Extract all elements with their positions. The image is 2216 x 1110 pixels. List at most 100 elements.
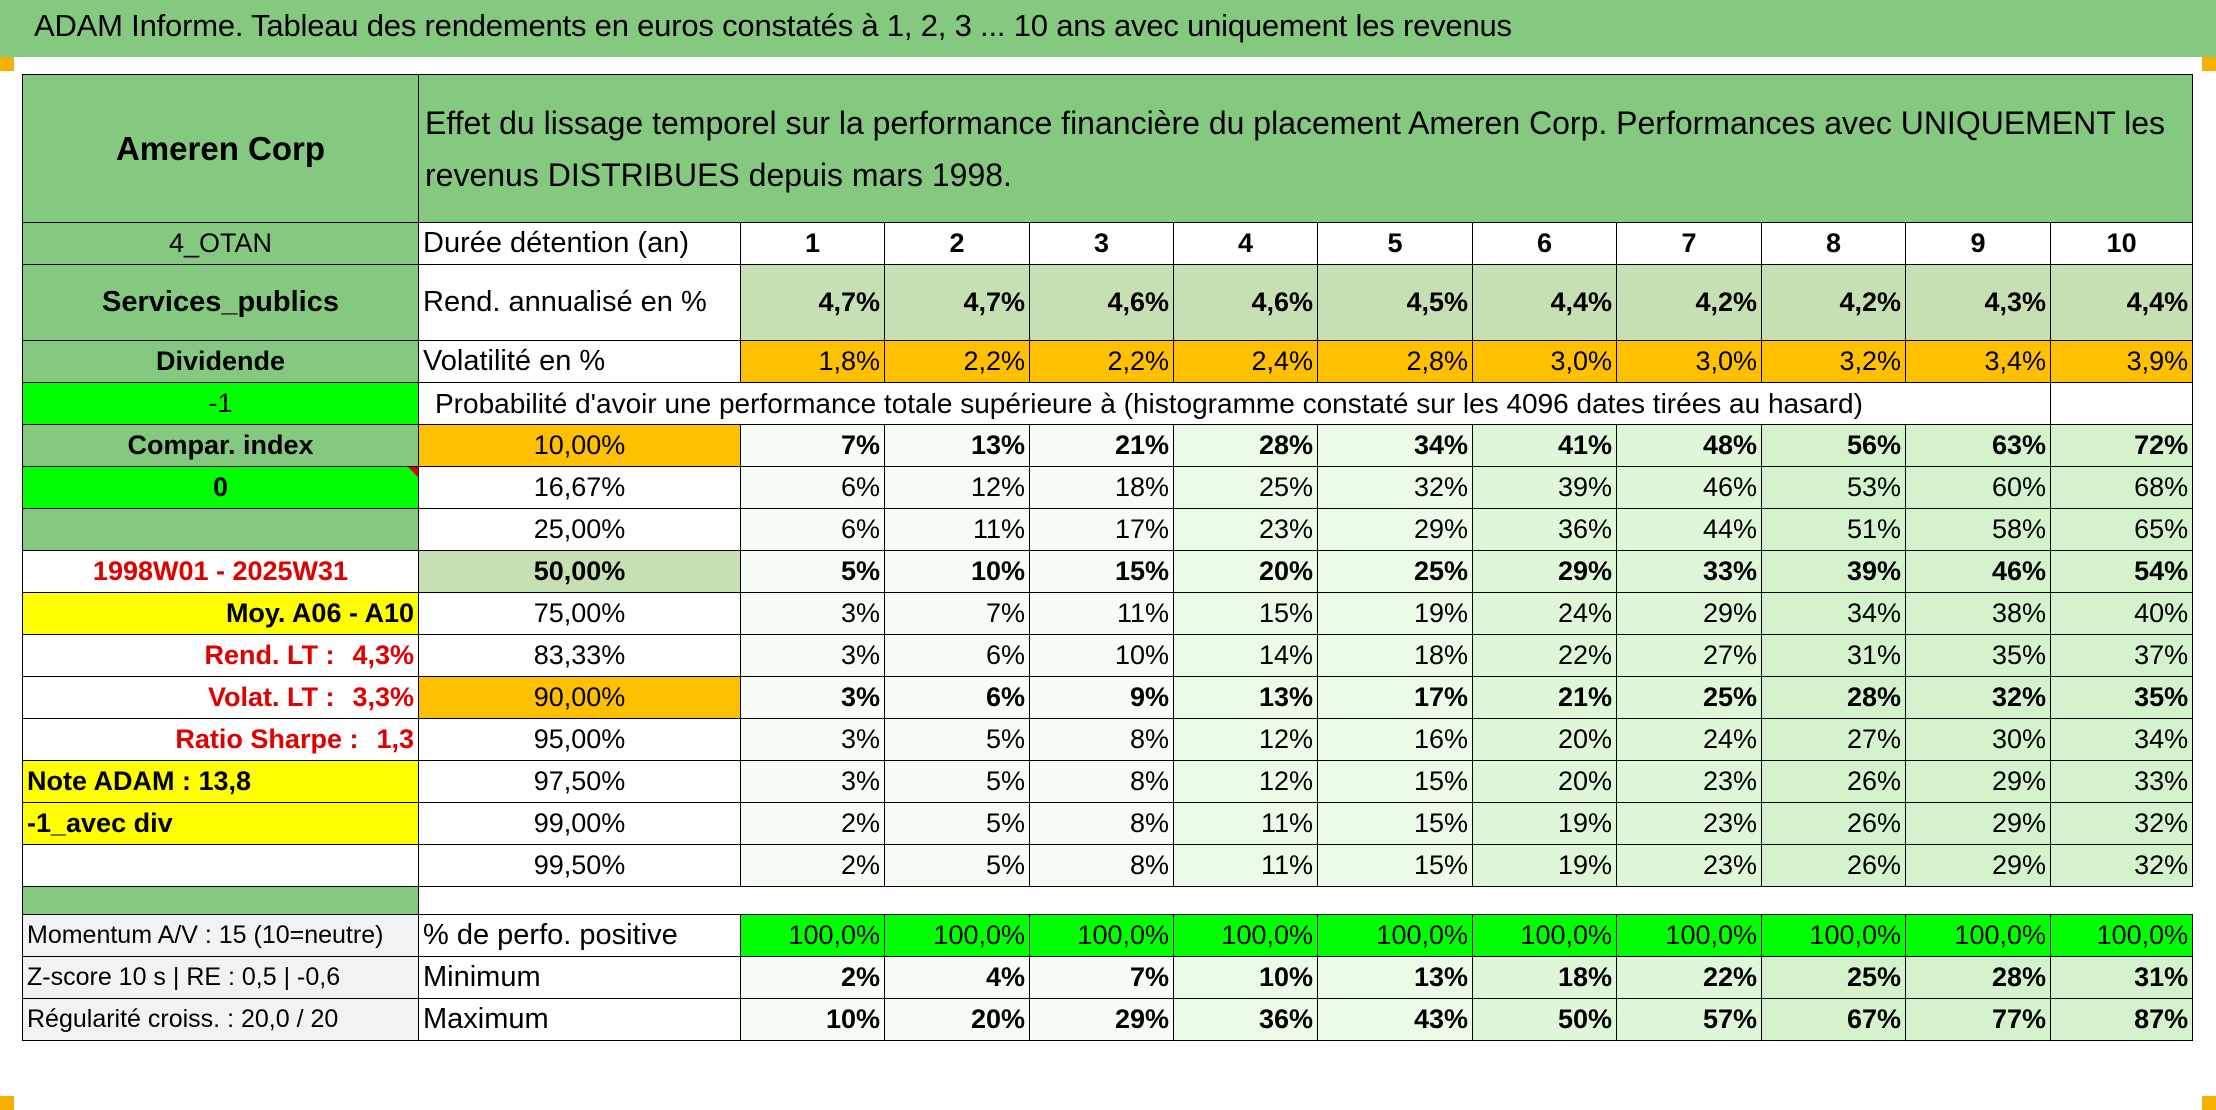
max-value: 36% — [1173, 998, 1318, 1041]
report-title: ADAM Informe. Tableau des rendements en … — [34, 8, 1512, 43]
probability-value: 58% — [1905, 508, 2051, 551]
min-label: Minimum — [418, 956, 741, 999]
probability-value: 40% — [2049, 592, 2194, 635]
year-header: 7 — [1616, 222, 1762, 265]
probability-value: 8% — [1029, 844, 1174, 887]
positive-value: 100,0% — [1029, 914, 1174, 957]
min-value: 7% — [1029, 956, 1174, 999]
probability-value: 29% — [1905, 802, 2051, 845]
probability-value: 46% — [1905, 550, 2051, 593]
min-value: 13% — [1317, 956, 1473, 999]
moy-label: Moy. A06 - A10 — [22, 592, 419, 635]
probability-value: 9% — [1029, 676, 1174, 719]
positive-value: 100,0% — [1173, 914, 1318, 957]
min-value: 28% — [1905, 956, 2051, 999]
probability-value: 18% — [1029, 466, 1174, 509]
probability-value: 46% — [1616, 466, 1762, 509]
probability-value: 3% — [740, 634, 885, 677]
vol-value: 3,9% — [2049, 340, 2194, 383]
probability-value: 39% — [1761, 550, 1906, 593]
probability-value: 19% — [1317, 592, 1473, 635]
rend-label: Rend. annualisé en % — [418, 264, 741, 341]
rend-lt-label: Rend. LT : — [204, 640, 335, 670]
probability-value: 13% — [884, 424, 1030, 467]
year-header: 8 — [1761, 222, 1906, 265]
note-adam: Note ADAM : 13,8 — [22, 760, 419, 803]
probability-value: 28% — [1173, 424, 1318, 467]
positive-value: 100,0% — [1905, 914, 2051, 957]
probability-value: 3% — [740, 592, 885, 635]
probability-value: 41% — [1472, 424, 1617, 467]
rend-value: 4,5% — [1317, 264, 1473, 341]
probability-value: 15% — [1029, 550, 1174, 593]
max-value: 57% — [1616, 998, 1762, 1041]
vol-value: 2,2% — [1029, 340, 1174, 383]
threshold-label: 97,50% — [418, 760, 741, 803]
year-header: 6 — [1472, 222, 1617, 265]
probability-value: 26% — [1761, 802, 1906, 845]
probability-value: 25% — [1173, 466, 1318, 509]
compar-index-label: Compar. index — [22, 424, 419, 467]
probability-value: 2% — [740, 802, 885, 845]
probability-value: 5% — [884, 802, 1030, 845]
min-value: 18% — [1472, 956, 1617, 999]
probability-value: 12% — [1173, 718, 1318, 761]
min-value: 22% — [1616, 956, 1762, 999]
probability-value: 8% — [1029, 802, 1174, 845]
probability-value: 8% — [1029, 718, 1174, 761]
company-name: Ameren Corp — [22, 74, 419, 223]
year-header: 2 — [884, 222, 1030, 265]
volat-lt-value: 3,3% — [352, 682, 414, 712]
year-header: 1 — [740, 222, 885, 265]
year-header: 9 — [1905, 222, 2051, 265]
probability-value: 54% — [2049, 550, 2194, 593]
probability-value: 72% — [2049, 424, 2194, 467]
probability-value: 35% — [2049, 676, 2194, 719]
vol-value: 2,2% — [884, 340, 1030, 383]
probability-value: 15% — [1317, 760, 1473, 803]
probability-value: 25% — [1616, 676, 1762, 719]
probability-value: 39% — [1472, 466, 1617, 509]
probability-value: 48% — [1616, 424, 1762, 467]
performance-table: Ameren Corp Effet du lissage temporel su… — [22, 74, 2194, 1041]
max-value: 50% — [1472, 998, 1617, 1041]
minus-one-input[interactable]: -1 — [22, 382, 419, 425]
probability-value: 16% — [1317, 718, 1473, 761]
vol-value: 2,8% — [1317, 340, 1473, 383]
probability-value: 24% — [1616, 718, 1762, 761]
probability-value: 7% — [884, 592, 1030, 635]
probability-value: 34% — [1317, 424, 1473, 467]
min-value: 31% — [2049, 956, 2194, 999]
threshold-label: 99,50% — [418, 844, 741, 887]
vol-value: 3,0% — [1472, 340, 1617, 383]
probability-value: 38% — [1905, 592, 2051, 635]
probability-value: 2% — [740, 844, 885, 887]
year-header: 10 — [2049, 222, 2194, 265]
probability-value: 15% — [1317, 802, 1473, 845]
threshold-label: 75,00% — [418, 592, 741, 635]
year-header: 5 — [1317, 222, 1473, 265]
probability-value: 25% — [1317, 550, 1473, 593]
rend-value: 4,2% — [1761, 264, 1906, 341]
otan-label: 4_OTAN — [22, 222, 419, 265]
rend-value: 4,3% — [1905, 264, 2051, 341]
empty-left-cell — [22, 844, 419, 887]
probability-value: 8% — [1029, 760, 1174, 803]
probability-value: 60% — [1905, 466, 2051, 509]
zero-input[interactable]: 0 — [22, 466, 419, 509]
probability-value: 34% — [1761, 592, 1906, 635]
vol-value: 3,0% — [1616, 340, 1762, 383]
probability-value: 17% — [1317, 676, 1473, 719]
threshold-label: 83,33% — [418, 634, 741, 677]
sharpe-value: 1,3 — [376, 724, 414, 754]
min-value: 25% — [1761, 956, 1906, 999]
period-label: 1998W01 - 2025W31 — [22, 550, 419, 593]
probability-value: 15% — [1173, 592, 1318, 635]
probability-value: 31% — [1761, 634, 1906, 677]
vol-label: Volatilité en % — [418, 340, 741, 383]
rend-value: 4,6% — [1173, 264, 1318, 341]
threshold-label: 90,00% — [418, 676, 741, 719]
volat-lt: Volat. LT : 3,3% — [22, 676, 419, 719]
probability-value: 11% — [1173, 844, 1318, 887]
rend-value: 4,4% — [1472, 264, 1617, 341]
